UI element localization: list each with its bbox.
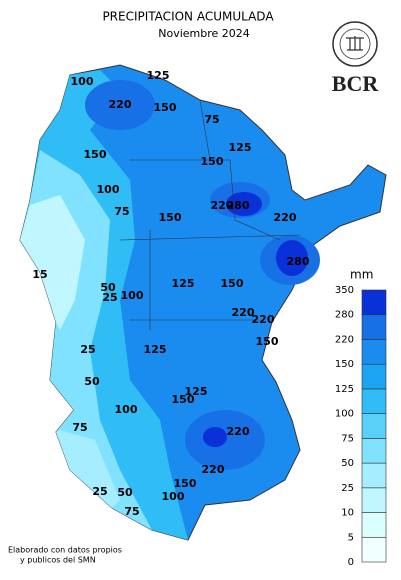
contour-label: 25 bbox=[102, 291, 117, 304]
contour-label: 150 bbox=[172, 393, 195, 406]
contour-label: 100 bbox=[162, 490, 185, 503]
legend-swatch bbox=[361, 413, 387, 439]
contour-label: 150 bbox=[154, 101, 177, 114]
contour-label: 50 bbox=[100, 281, 116, 294]
legend-swatch bbox=[361, 339, 387, 365]
contour-label: 220 bbox=[211, 199, 234, 212]
contour-label: 100 bbox=[121, 289, 144, 302]
logo-text: BCR bbox=[332, 71, 380, 96]
contour-label: 150 bbox=[201, 155, 224, 168]
region bbox=[19, 64, 387, 541]
footer-line: Elaborado con datos propios bbox=[8, 546, 122, 555]
contour-label: 125 bbox=[229, 141, 252, 154]
contour-label: 75 bbox=[72, 421, 87, 434]
legend-tick-label: 0 bbox=[348, 557, 354, 568]
contour-label: 150 bbox=[256, 335, 279, 348]
contour-label: 25 bbox=[92, 485, 107, 498]
contour-label: 220 bbox=[252, 313, 275, 326]
legend-swatch bbox=[361, 462, 387, 489]
contour-label: 220 bbox=[232, 306, 255, 319]
logo: BCR bbox=[332, 21, 380, 96]
contour-label: 220 bbox=[227, 425, 250, 438]
legend-swatch bbox=[361, 512, 387, 538]
legend-tick-label: 50 bbox=[341, 458, 354, 469]
legend-swatch bbox=[361, 487, 387, 513]
contour-label: 25 bbox=[80, 343, 95, 356]
contour-label: 100 bbox=[115, 403, 138, 416]
contour-label: 125 bbox=[144, 343, 167, 356]
contour-label: 75 bbox=[124, 505, 139, 518]
contour-label: 100 bbox=[71, 75, 94, 88]
footer-line: y publicos del SMN bbox=[20, 556, 96, 565]
contour-label: 280 bbox=[287, 255, 310, 268]
legend-tick-label: 125 bbox=[335, 384, 354, 395]
contour-label: 15 bbox=[32, 268, 47, 281]
legend: 0 5 10 25 50 75 100 125 150 220 280 350 bbox=[335, 285, 387, 568]
subtitle: Noviembre 2024 bbox=[158, 27, 250, 40]
contour-label: 280 bbox=[227, 199, 250, 212]
contour-label: 75 bbox=[204, 113, 219, 126]
contour-label: 75 bbox=[114, 205, 129, 218]
legend-tick-label: 150 bbox=[335, 359, 354, 370]
contour-label: 125 bbox=[185, 385, 208, 398]
legend-tick-label: 100 bbox=[335, 409, 354, 420]
contour-label: 150 bbox=[221, 277, 244, 290]
legend-swatch bbox=[361, 363, 387, 390]
contour-label: 50 bbox=[117, 486, 133, 499]
legend-swatch bbox=[361, 536, 387, 563]
legend-tick-label: 5 bbox=[348, 532, 354, 543]
legend-swatch bbox=[361, 388, 387, 414]
legend-tick-label: 220 bbox=[335, 334, 354, 345]
contour-label: 125 bbox=[172, 277, 195, 290]
contour-label: 50 bbox=[84, 375, 100, 388]
contour-label: 100 bbox=[97, 183, 120, 196]
contour-label: 150 bbox=[174, 477, 197, 490]
legend-swatch bbox=[361, 438, 387, 464]
legend-tick-label: 350 bbox=[335, 285, 354, 296]
contour-label: 220 bbox=[202, 463, 225, 476]
legend-tick-label: 75 bbox=[341, 433, 354, 444]
legend-swatch bbox=[361, 314, 387, 340]
legend-swatch bbox=[361, 289, 387, 316]
legend-unit: mm bbox=[350, 268, 373, 282]
contour-label: 150 bbox=[159, 211, 182, 224]
legend-tick-label: 10 bbox=[341, 508, 354, 519]
contour-label: 220 bbox=[274, 211, 297, 224]
contour-label: 220 bbox=[109, 98, 132, 111]
legend-tick-label: 280 bbox=[335, 310, 354, 321]
title: PRECIPITACION ACUMULADA bbox=[102, 10, 274, 24]
legend-tick-label: 25 bbox=[341, 483, 354, 494]
contour-label: 150 bbox=[84, 148, 107, 161]
contour-label: 125 bbox=[147, 69, 170, 82]
